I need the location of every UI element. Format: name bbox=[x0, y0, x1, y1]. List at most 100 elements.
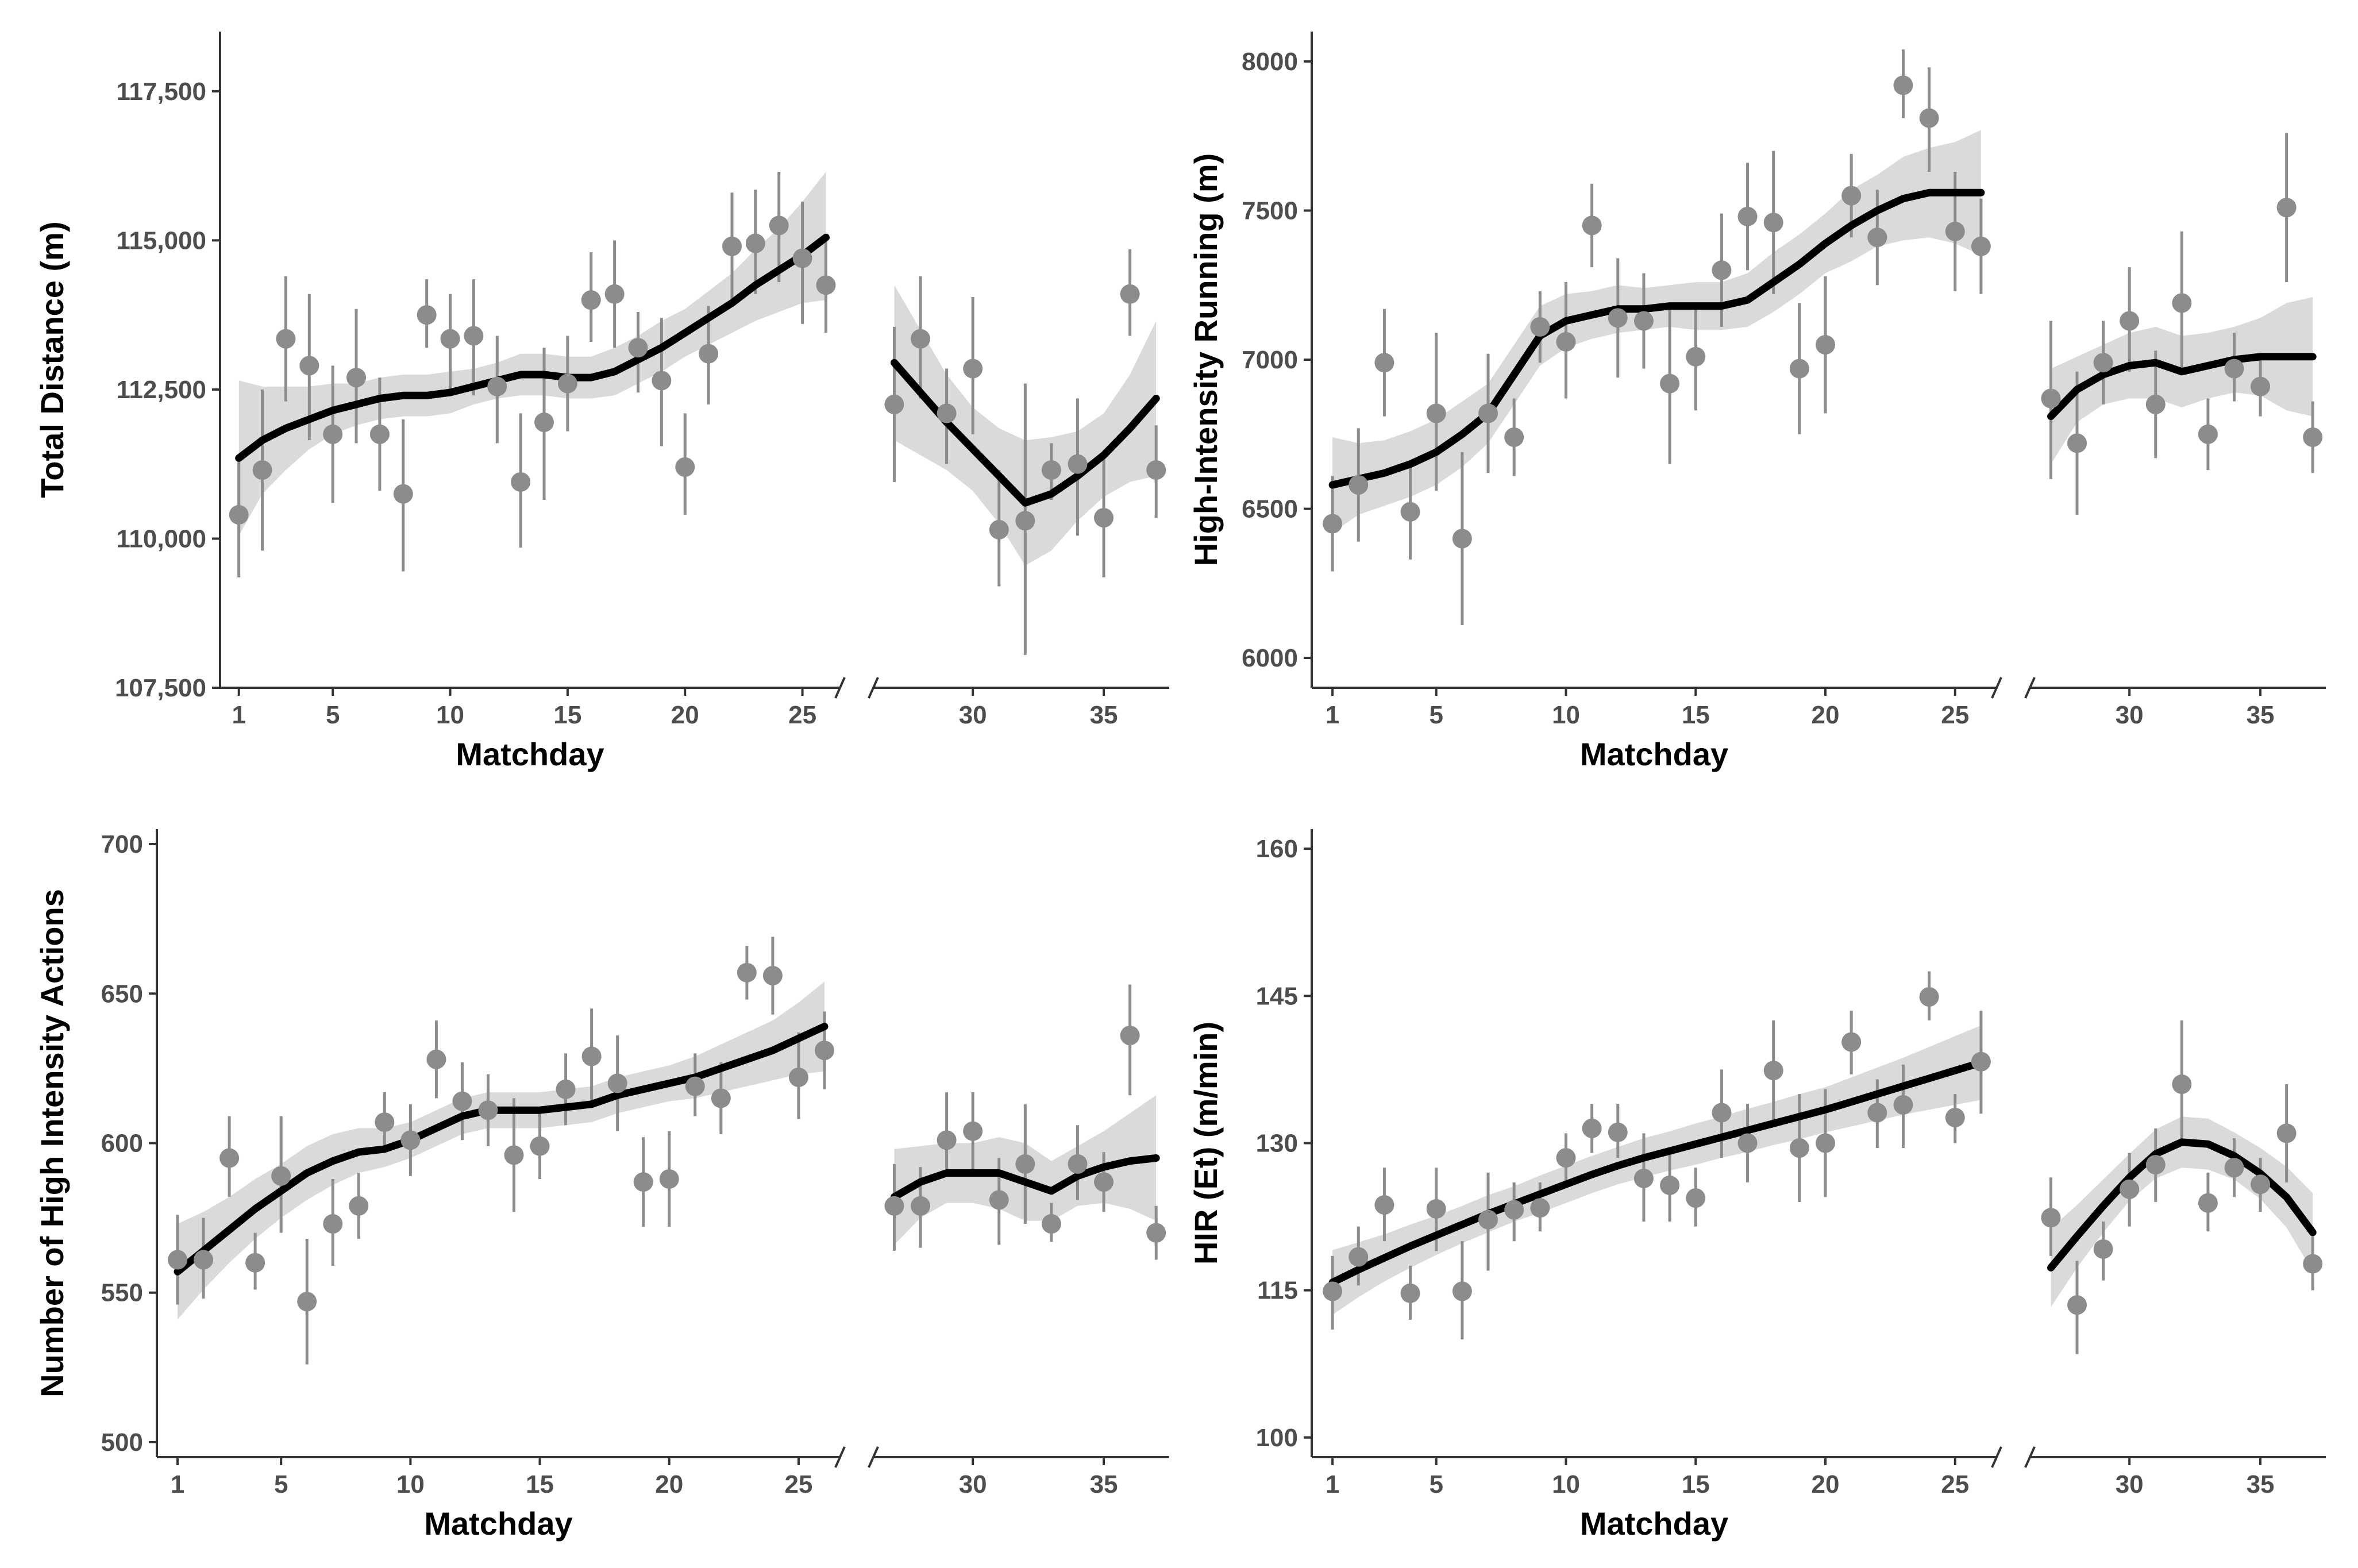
data-point bbox=[2251, 376, 2271, 396]
y-tick-label: 550 bbox=[101, 1279, 143, 1307]
data-point bbox=[1919, 108, 1939, 128]
segment-2: 30 35 bbox=[2024, 133, 2326, 729]
data-point bbox=[581, 1046, 602, 1066]
data-point bbox=[1582, 215, 1602, 236]
y-tick-label: 107,500 bbox=[115, 674, 206, 702]
data-point bbox=[1971, 236, 1991, 256]
x-tick-label: 10 bbox=[1552, 1470, 1580, 1498]
data-point bbox=[1374, 353, 1394, 373]
data-point bbox=[452, 1091, 472, 1111]
x-tick-label: 20 bbox=[1812, 1470, 1840, 1498]
data-point bbox=[252, 460, 272, 480]
axis-break-mark bbox=[868, 1446, 879, 1468]
y-axis-title: HIR (Et) (m/min) bbox=[1188, 1022, 1224, 1265]
data-point bbox=[2303, 1254, 2323, 1274]
data-point bbox=[685, 1076, 705, 1096]
data-point bbox=[375, 1112, 395, 1132]
x-tick-label: 35 bbox=[2247, 1470, 2275, 1498]
data-point bbox=[2224, 1158, 2244, 1178]
panel-3: 500 550 600 650 700 Number of High Intensity … bbox=[34, 829, 1169, 1542]
data-point bbox=[1608, 1122, 1628, 1142]
fit-line bbox=[891, 1154, 1160, 1201]
data-point bbox=[2067, 433, 2087, 453]
data-point bbox=[1660, 373, 1680, 394]
data-point bbox=[1400, 502, 1420, 522]
data-point bbox=[659, 1169, 679, 1189]
data-point bbox=[1504, 427, 1524, 447]
data-point bbox=[1452, 529, 1472, 549]
data-point bbox=[245, 1253, 265, 1273]
x-tick-label: 20 bbox=[655, 1470, 683, 1498]
data-point bbox=[911, 1196, 931, 1216]
panel-1: 107,500 110,000 112,500 115,000 117,500 Total… bbox=[34, 32, 1169, 772]
data-point bbox=[1660, 1175, 1680, 1195]
data-point bbox=[1068, 454, 1088, 474]
data-point bbox=[2172, 293, 2192, 313]
data-point bbox=[1120, 1026, 1140, 1046]
data-point bbox=[1094, 1172, 1114, 1192]
data-point bbox=[1945, 221, 1965, 241]
data-point bbox=[1094, 508, 1114, 528]
segment-1: 1 5 10 15 20 25 bbox=[157, 937, 846, 1498]
x-tick-label: 20 bbox=[1812, 701, 1840, 729]
data-point bbox=[652, 371, 672, 391]
data-point bbox=[633, 1172, 653, 1192]
data-point bbox=[1120, 284, 1140, 304]
x-tick-label: 25 bbox=[1941, 1470, 1969, 1498]
data-point bbox=[2041, 1208, 2061, 1228]
data-point bbox=[2172, 1074, 2192, 1095]
data-point bbox=[323, 1214, 343, 1234]
data-point bbox=[417, 305, 437, 325]
data-point bbox=[1789, 359, 1809, 379]
data-point bbox=[426, 1049, 446, 1069]
data-point bbox=[2093, 353, 2113, 373]
confidence-band bbox=[2051, 297, 2313, 464]
data-point bbox=[989, 519, 1009, 540]
data-point bbox=[276, 329, 296, 349]
data-point bbox=[511, 472, 531, 492]
x-tick-label: 25 bbox=[1941, 701, 1969, 729]
x-tick-label: 30 bbox=[2116, 701, 2144, 729]
data-point bbox=[788, 1067, 808, 1087]
data-point bbox=[440, 329, 460, 349]
data-point bbox=[2041, 388, 2061, 409]
confidence-band bbox=[1332, 1025, 1981, 1315]
data-point bbox=[963, 359, 983, 379]
data-point bbox=[1015, 1154, 1035, 1174]
x-tick-label: 15 bbox=[1682, 701, 1710, 729]
x-tick-label: 10 bbox=[396, 1470, 425, 1498]
y-tick-label: 8000 bbox=[1242, 48, 1298, 76]
segment-2: 30 35 bbox=[868, 249, 1169, 729]
data-point bbox=[299, 356, 319, 376]
x-axis-title: Matchday bbox=[1580, 736, 1728, 772]
data-point bbox=[1919, 987, 1939, 1007]
data-point bbox=[1041, 1214, 1061, 1234]
data-point bbox=[1556, 332, 1576, 352]
y-tick-label: 115,000 bbox=[116, 226, 206, 255]
data-point bbox=[219, 1148, 240, 1168]
segment-2: 30 35 bbox=[868, 984, 1169, 1498]
y-tick-label: 115 bbox=[1257, 1277, 1298, 1305]
x-tick-label: 5 bbox=[274, 1470, 288, 1498]
axis-break-mark bbox=[834, 677, 846, 699]
data-point bbox=[2251, 1174, 2271, 1195]
data-point bbox=[711, 1088, 731, 1108]
data-point bbox=[2120, 311, 2140, 331]
data-point bbox=[745, 233, 765, 253]
data-point bbox=[271, 1166, 291, 1186]
data-point bbox=[1374, 1195, 1394, 1215]
data-point bbox=[1068, 1154, 1088, 1174]
data-point bbox=[737, 962, 757, 983]
x-tick-label: 25 bbox=[784, 1470, 812, 1498]
x-axis-title: Matchday bbox=[424, 1505, 572, 1542]
data-point bbox=[722, 236, 742, 256]
data-point bbox=[1841, 1032, 1862, 1052]
x-tick-label: 10 bbox=[436, 701, 464, 729]
fit-line bbox=[1328, 1059, 1985, 1286]
data-point bbox=[1816, 1133, 1835, 1153]
fit-line bbox=[1328, 188, 1985, 489]
data-point bbox=[1971, 1051, 1991, 1072]
data-point bbox=[1633, 311, 1654, 331]
data-point bbox=[400, 1130, 421, 1150]
x-tick-label: 1 bbox=[1326, 701, 1339, 729]
